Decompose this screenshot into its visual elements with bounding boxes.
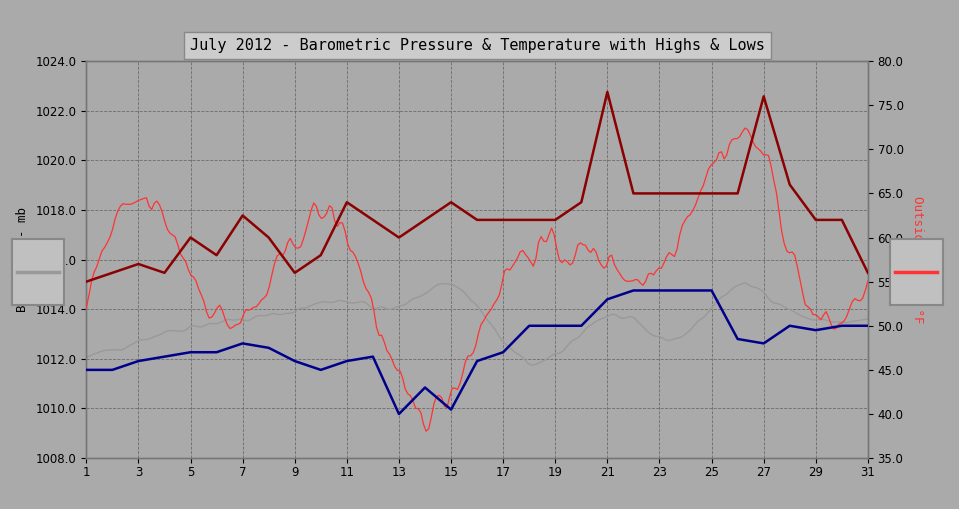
Y-axis label: Outside Temp - °F: Outside Temp - °F [911,196,924,323]
Y-axis label: Barometer - mb: Barometer - mb [15,207,29,312]
Title: July 2012 - Barometric Pressure & Temperature with Highs & Lows: July 2012 - Barometric Pressure & Temper… [190,38,764,53]
